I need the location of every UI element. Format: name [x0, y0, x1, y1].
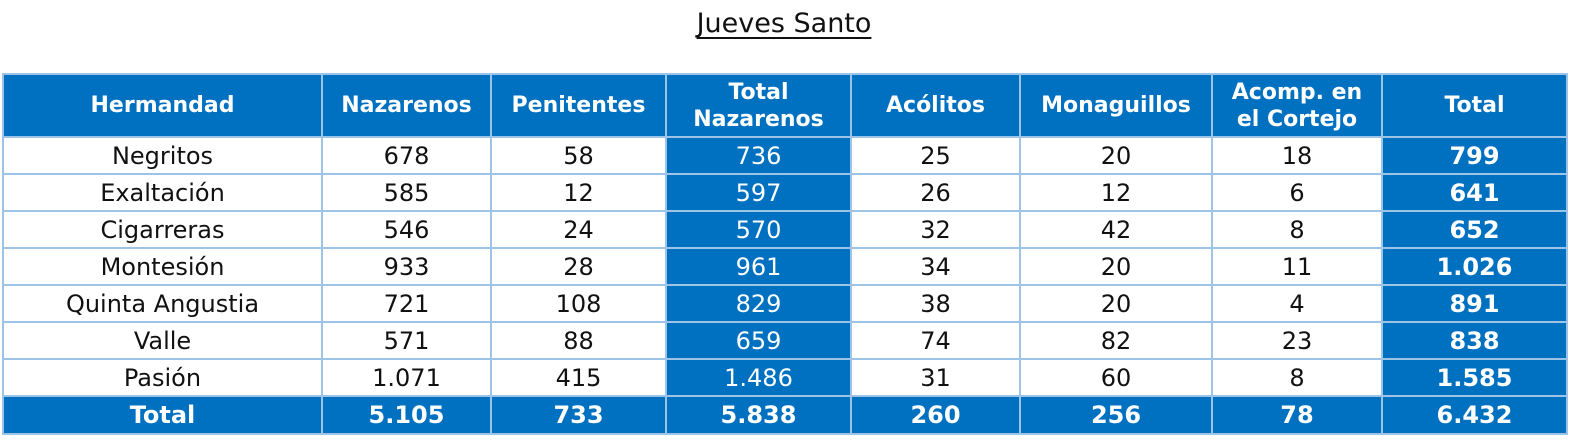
cell: 8 — [1211, 358, 1383, 397]
cell: 32 — [850, 210, 1021, 249]
data-row: Quinta Angustia 721 108 829 38 20 4 891 — [2, 284, 1568, 323]
total-cell: 733 — [490, 395, 667, 435]
header-text: Nazarenos — [341, 93, 472, 118]
cell: 18 — [1211, 136, 1383, 175]
header-text: Hermandad — [90, 93, 235, 118]
cell: 736 — [665, 136, 852, 175]
cell: 799 — [1381, 136, 1568, 175]
cell: 23 — [1211, 321, 1383, 360]
cell: 678 — [321, 136, 492, 175]
data-row: Pasión 1.071 415 1.486 31 60 8 1.585 — [2, 358, 1568, 397]
data-table: Hermandad Nazarenos Penitentes Total Nazaren… — [2, 73, 1568, 435]
cell: 641 — [1381, 173, 1568, 212]
title: Jueves Santo — [696, 8, 872, 39]
cell: 42 — [1019, 210, 1213, 249]
total-cell: 5.105 — [321, 395, 492, 435]
total-cell: 260 — [850, 395, 1021, 435]
cell: Quinta Angustia — [2, 284, 323, 323]
cell: Valle — [2, 321, 323, 360]
cell: 25 — [850, 136, 1021, 175]
cell: 11 — [1211, 247, 1383, 286]
cell: 571 — [321, 321, 492, 360]
data-row: Montesión 933 28 961 34 20 11 1.026 — [2, 247, 1568, 286]
header-text: Total — [1444, 93, 1505, 118]
header-cell: Acomp. en el Cortejo — [1211, 73, 1383, 138]
header-cell: Penitentes — [490, 73, 667, 138]
cell: 8 — [1211, 210, 1383, 249]
total-row: Total 5.105 733 5.838 260 256 78 6.432 — [2, 395, 1568, 435]
header-text: Nazarenos — [693, 106, 824, 132]
header-cell: Acólitos — [850, 73, 1021, 138]
cell: 74 — [850, 321, 1021, 360]
data-row: Exaltación 585 12 597 26 12 6 641 — [2, 173, 1568, 212]
cell: 829 — [665, 284, 852, 323]
header-cell: Monaguillos — [1019, 73, 1213, 138]
data-row: Cigarreras 546 24 570 32 42 8 652 — [2, 210, 1568, 249]
data-row: Negritos 678 58 736 25 20 18 799 — [2, 136, 1568, 175]
cell: 6 — [1211, 173, 1383, 212]
cell: 1.026 — [1381, 247, 1568, 286]
cell: Negritos — [2, 136, 323, 175]
cell: 12 — [1019, 173, 1213, 212]
cell: 1.585 — [1381, 358, 1568, 397]
cell: 26 — [850, 173, 1021, 212]
cell: Montesión — [2, 247, 323, 286]
cell: 28 — [490, 247, 667, 286]
cell: 652 — [1381, 210, 1568, 249]
header-text: Total — [728, 79, 789, 105]
header-text: Penitentes — [511, 93, 646, 118]
header-cell: Total Nazarenos — [665, 73, 852, 138]
cell: 4 — [1211, 284, 1383, 323]
cell: 570 — [665, 210, 852, 249]
cell: 585 — [321, 173, 492, 212]
cell: 1.486 — [665, 358, 852, 397]
total-cell: Total — [2, 395, 323, 435]
cell: 20 — [1019, 247, 1213, 286]
cell: 597 — [665, 173, 852, 212]
cell: Cigarreras — [2, 210, 323, 249]
cell: 58 — [490, 136, 667, 175]
cell: 20 — [1019, 136, 1213, 175]
cell: 24 — [490, 210, 667, 249]
cell: 88 — [490, 321, 667, 360]
total-cell: 256 — [1019, 395, 1213, 435]
cell: 31 — [850, 358, 1021, 397]
cell: 838 — [1381, 321, 1568, 360]
cell: 108 — [490, 284, 667, 323]
header-text: Acólitos — [886, 93, 985, 118]
cell: 721 — [321, 284, 492, 323]
total-cell: 6.432 — [1381, 395, 1568, 435]
cell: 82 — [1019, 321, 1213, 360]
header-text: el Cortejo — [1236, 106, 1358, 132]
table-body: Negritos 678 58 736 25 20 18 799 Exaltación 585 12… — [2, 136, 1568, 435]
cell: 659 — [665, 321, 852, 360]
cell: 12 — [490, 173, 667, 212]
header-cell: Total — [1381, 73, 1568, 138]
total-cell: 5.838 — [665, 395, 852, 435]
cell: 961 — [665, 247, 852, 286]
cell: 38 — [850, 284, 1021, 323]
header-cell: Hermandad — [2, 73, 323, 138]
header-cell: Nazarenos — [321, 73, 492, 138]
header-row: Hermandad Nazarenos Penitentes Total Nazaren… — [2, 73, 1568, 138]
cell: 60 — [1019, 358, 1213, 397]
cell: Exaltación — [2, 173, 323, 212]
cell: 34 — [850, 247, 1021, 286]
cell: 891 — [1381, 284, 1568, 323]
header-text: Acomp. en — [1231, 79, 1363, 105]
cell: 933 — [321, 247, 492, 286]
cell: 1.071 — [321, 358, 492, 397]
cell: 20 — [1019, 284, 1213, 323]
cell: 546 — [321, 210, 492, 249]
total-cell: 78 — [1211, 395, 1383, 435]
cell: Pasión — [2, 358, 323, 397]
cell: 415 — [490, 358, 667, 397]
data-row: Valle 571 88 659 74 82 23 838 — [2, 321, 1568, 360]
header-text: Monaguillos — [1041, 93, 1191, 118]
